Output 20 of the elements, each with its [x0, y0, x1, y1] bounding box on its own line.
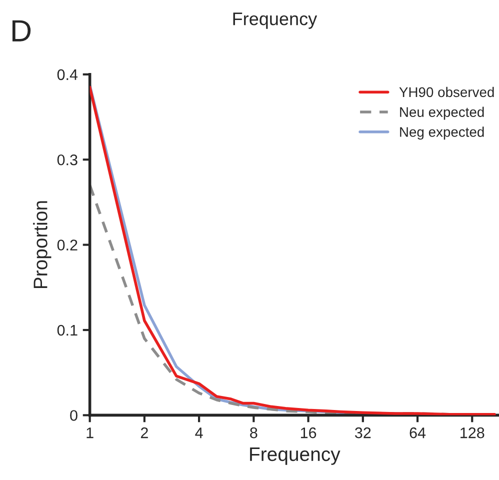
x-tick-label: 16: [300, 427, 316, 438]
y-tick-label: 0.4: [57, 69, 78, 80]
y-tick-label: 0.3: [57, 154, 78, 166]
legend-label: YH90 observed: [399, 86, 494, 98]
x-tick-label: 2: [140, 427, 148, 438]
y-tick-label: 0: [70, 410, 78, 421]
x-tick-label: 128: [460, 427, 484, 438]
x-tick-label: 32: [354, 427, 371, 438]
y-tick-label: 0.1: [57, 324, 78, 336]
legend-label: Neu expected: [400, 106, 484, 120]
x-tick-label: 1: [86, 428, 94, 438]
y-axis-title: Proportion: [33, 201, 52, 288]
text: Frequency: [233, 12, 318, 29]
x-tick-label: 4: [195, 428, 203, 438]
y-tick-label: 0.2: [57, 240, 78, 250]
x-tick-label: 64: [410, 427, 426, 438]
x-axis-title: Frequency: [250, 448, 340, 465]
legend-label: Neg expected: [400, 126, 484, 140]
x-tick-label: 8: [250, 427, 258, 438]
text: D: [12, 20, 31, 42]
